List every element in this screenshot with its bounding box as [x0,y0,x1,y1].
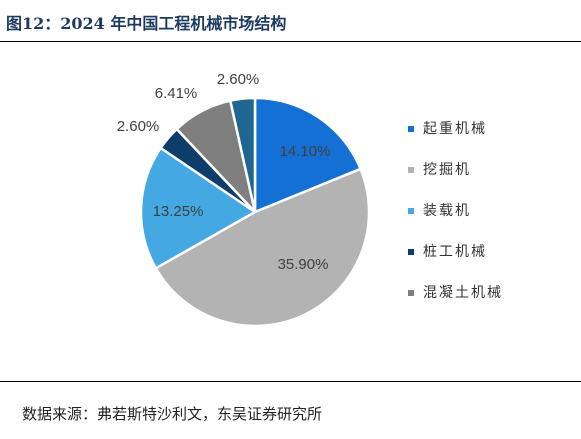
legend-item: 挖掘机 [408,159,528,181]
legend-item: 起重机械 [408,118,528,140]
legend-label: 挖掘机 [423,162,471,178]
slice-label: 2.60% [217,71,260,88]
pie-slice [253,96,362,214]
page-title: 图12：2024 年中国工程机械市场结构 [6,14,287,33]
legend-label: 混凝土机械 [423,285,503,301]
slice-label: 13.25% [153,203,204,220]
legend-item: 混凝土机械 [408,282,528,304]
slice-label: 2.60% [117,118,160,135]
legend-swatch [408,249,414,255]
chart-legend: 起重机械挖掘机装载机桩工机械混凝土机械 [408,118,528,323]
legend-swatch [408,290,414,296]
legend-label: 桩工机械 [423,244,487,260]
pie-slice [229,96,257,214]
title-divider [0,41,581,42]
legend-swatch [408,208,414,214]
pie-slice [139,146,257,270]
footer-divider [0,381,581,382]
pie-slice [154,167,371,328]
legend-item: 桩工机械 [408,241,528,263]
legend-swatch [408,126,414,132]
legend-item: 装载机 [408,200,528,222]
legend-label: 装载机 [423,203,471,219]
source-note: 数据来源：弗若斯特沙利文，东吴证券研究所 [22,405,323,423]
pie-chart: 14.10% 35.90% 13.25% 2.60% 6.41% 2.60% [117,71,371,328]
slice-label: 35.90% [278,256,329,273]
legend-swatch [408,167,414,173]
slice-label: 14.10% [280,143,331,160]
legend-label: 起重机械 [423,121,487,137]
slice-label: 6.41% [155,85,198,102]
